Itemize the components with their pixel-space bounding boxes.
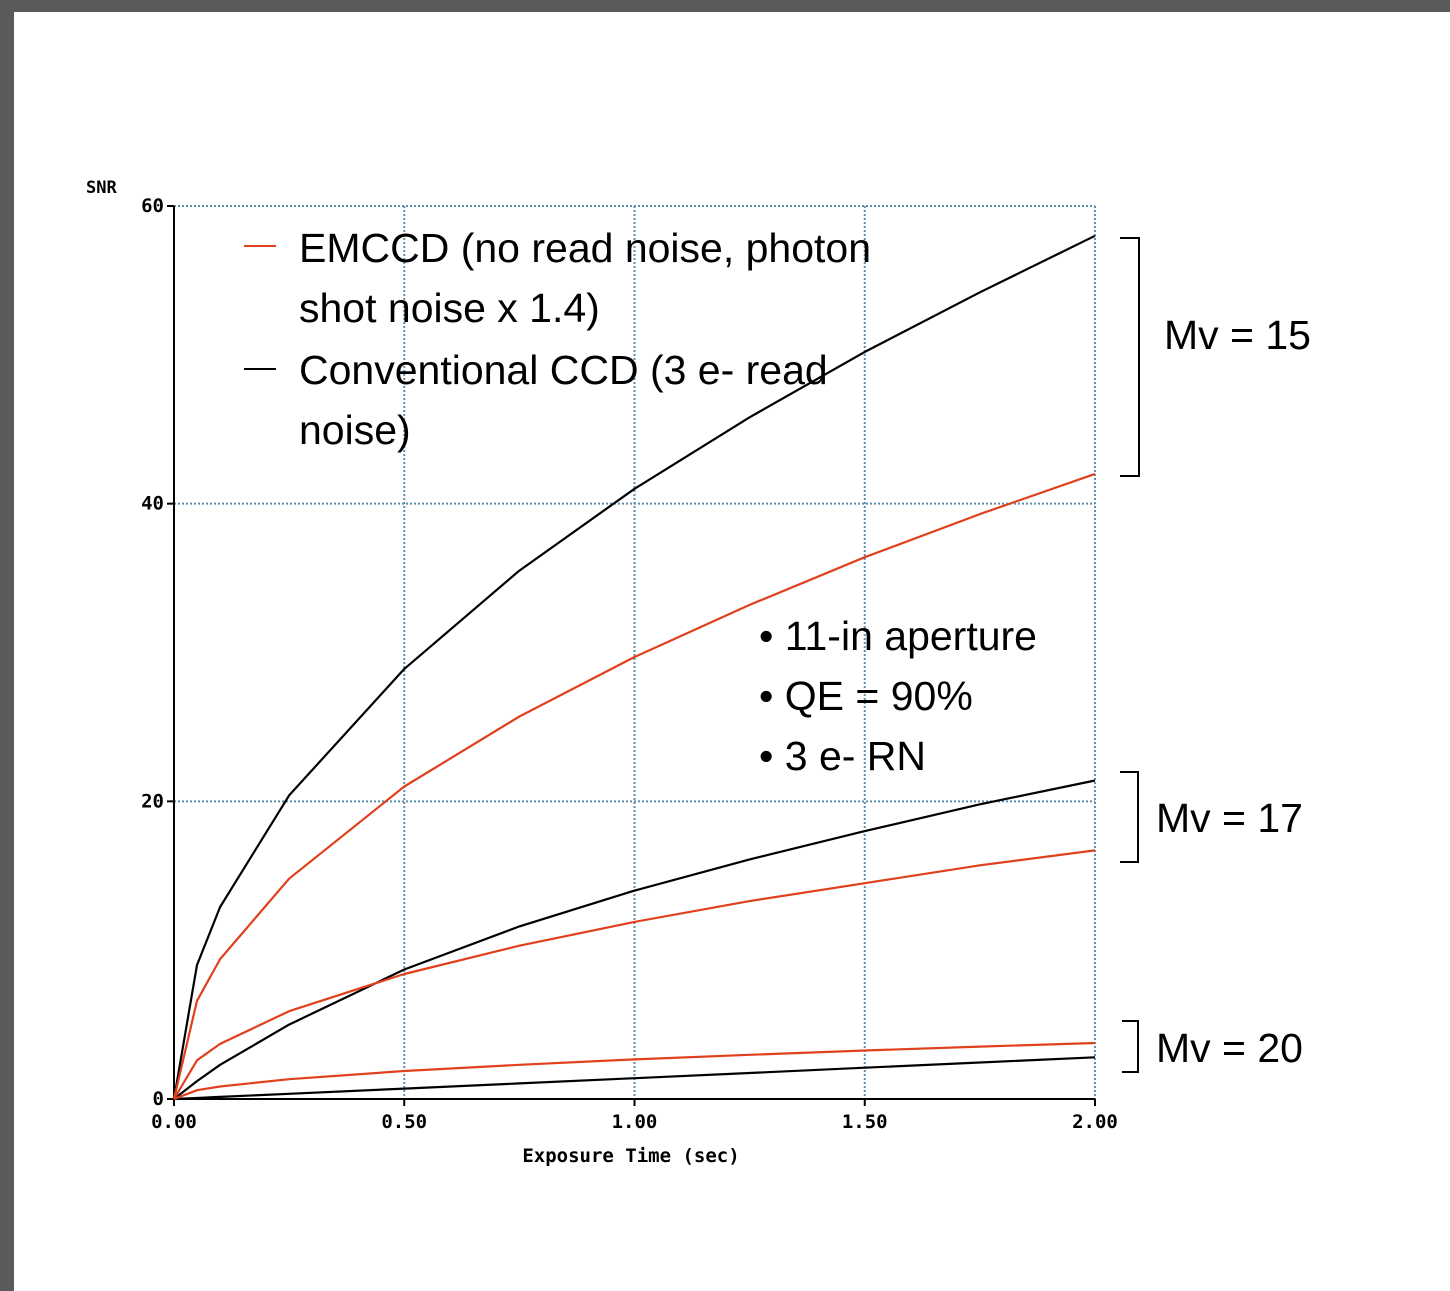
x-tick-label-3: 1.50 <box>842 1111 888 1133</box>
legend: EMCCD (no read noise, photon shot noise … <box>244 225 871 453</box>
x-axis-label: Exposure Time (sec) <box>522 1145 739 1167</box>
bracket-mv20 <box>1122 1020 1139 1073</box>
y-tick-label-1: 20 <box>141 790 164 812</box>
bracket-label-mv17: Mv = 17 <box>1156 795 1303 841</box>
x-tick-label-4: 2.00 <box>1072 1111 1118 1133</box>
slide-canvas: SNR Exposure Time (sec) 0.00 0.50 1.00 1.50… <box>14 12 1450 1291</box>
grid <box>174 205 1096 1099</box>
magnitude-brackets: Mv = 15 Mv = 17 Mv = 20 <box>1120 237 1311 1073</box>
y-tick-label-3: 60 <box>141 195 164 217</box>
snr-chart: SNR Exposure Time (sec) 0.00 0.50 1.00 1.50… <box>86 178 1311 1167</box>
note-read-noise: • 3 e- RN <box>759 733 926 779</box>
bracket-mv17 <box>1120 771 1139 863</box>
y-tick-label-2: 40 <box>141 493 164 515</box>
axes: SNR Exposure Time (sec) <box>86 178 1095 1167</box>
x-tick-label-2: 1.00 <box>612 1111 658 1133</box>
y-axis-label: SNR <box>86 178 117 198</box>
legend-label-ccd-line1: Conventional CCD (3 e- read <box>299 347 828 393</box>
series-line-20-emccd <box>173 1041 1096 1101</box>
legend-label-ccd-line2: noise) <box>299 407 411 453</box>
legend-label-emccd-line1: EMCCD (no read noise, photon <box>299 225 871 271</box>
x-tick-label-1: 0.50 <box>381 1111 427 1133</box>
series-line-17-emccd <box>173 849 1096 1100</box>
notes-box: • 11-in aperture • QE = 90% • 3 e- RN <box>759 613 1037 779</box>
bracket-label-mv15: Mv = 15 <box>1164 312 1311 358</box>
tick-labels: 0.00 0.50 1.00 1.50 2.00 0 20 40 60 <box>141 195 1118 1133</box>
series-line-15-emccd <box>172 472 1096 1100</box>
series-line-17-ccd <box>173 779 1096 1100</box>
series-lines <box>172 234 1096 1101</box>
note-aperture: • 11-in aperture <box>759 613 1037 659</box>
legend-label-emccd-line2: shot noise x 1.4) <box>299 285 600 331</box>
y-tick-label-0: 0 <box>153 1088 164 1110</box>
x-tick-label-0: 0.00 <box>151 1111 197 1133</box>
bracket-mv15 <box>1120 237 1140 477</box>
series-line-15-ccd <box>172 234 1096 1100</box>
bracket-label-mv20: Mv = 20 <box>1156 1025 1303 1071</box>
note-qe: • QE = 90% <box>759 673 973 719</box>
series-line-20-ccd <box>173 1056 1096 1101</box>
